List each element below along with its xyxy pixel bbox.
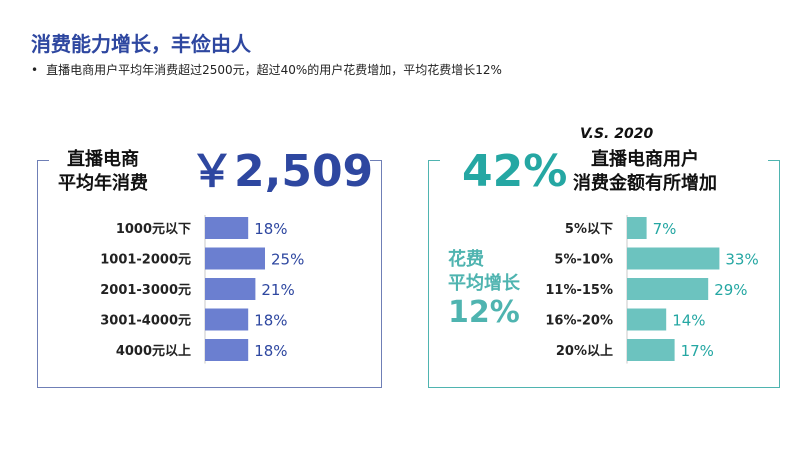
value-label: 18% <box>254 312 287 330</box>
bar <box>205 247 265 270</box>
right-panel-corner-right <box>768 160 780 161</box>
category-label: 11%-15% <box>545 283 613 298</box>
bar <box>627 247 720 270</box>
left-panel-corner-left <box>37 160 49 161</box>
category-label: 5%-10% <box>554 253 613 268</box>
value-label: 21% <box>261 281 294 299</box>
left-panel-border-bottom <box>37 387 382 388</box>
category-label: 5%以下 <box>565 222 613 237</box>
page-title: 消费能力增长，丰俭由人 <box>31 32 251 56</box>
bar <box>205 308 249 331</box>
bar <box>627 308 667 331</box>
bar <box>205 339 249 361</box>
left-panel-border-right <box>381 160 382 388</box>
category-label: 1001-2000元 <box>100 253 191 268</box>
bar <box>627 339 675 361</box>
right-label-line2: 消费金额有所增加 <box>573 173 717 194</box>
value-label: 33% <box>725 251 758 269</box>
value-label: 18% <box>254 220 287 238</box>
bar <box>627 217 647 239</box>
right-panel <box>428 160 780 388</box>
chart-increase-distribution: 5%以下 7% 5%-10% 33% 11%-15% 29% 16%-20% 14% 20%以上… <box>545 215 759 364</box>
right-panel-border-bottom <box>428 387 780 388</box>
category-label: 20%以上 <box>556 344 613 359</box>
value-label: 29% <box>714 281 747 299</box>
bar <box>205 278 256 300</box>
subtitle: • 直播电商用户平均年消费超过2500元，超过40%的用户花费增加，平均花费增长1… <box>31 61 502 78</box>
right-panel-border-left <box>428 160 429 388</box>
value-label: 25% <box>271 251 304 269</box>
bar <box>205 217 249 239</box>
bar <box>627 278 709 300</box>
left-label: 直播电商 平均年消费 <box>58 148 148 196</box>
value-label: 7% <box>653 220 677 238</box>
increase-share-value: 42% <box>462 146 568 197</box>
value-label: 18% <box>254 342 287 360</box>
average-annual-spend-value: ￥2,509 <box>190 146 374 197</box>
right-label: 直播电商用户 消费金额有所增加 <box>573 148 717 196</box>
right-panel-corner-left <box>428 160 440 161</box>
left-label-line2: 平均年消费 <box>58 173 148 194</box>
bullet-marker: • <box>31 63 39 77</box>
category-label: 2001-3000元 <box>100 283 191 298</box>
value-label: 17% <box>681 342 714 360</box>
side-stat-value: 12% <box>448 295 520 330</box>
left-panel-border-left <box>37 160 38 388</box>
chart-spend-distribution: 1000元以下 18% 1001-2000元 25% 2001-3000元 21% 3001… <box>100 215 304 364</box>
category-label: 16%-20% <box>545 314 613 329</box>
left-panel <box>37 160 382 388</box>
category-label: 3001-4000元 <box>100 314 191 329</box>
value-label: 14% <box>672 312 705 330</box>
side-stat-line2: 平均增长 <box>448 273 520 294</box>
left-label-line1: 直播电商 <box>67 149 139 170</box>
side-stat-label: 花费 平均增长 <box>448 248 520 296</box>
right-label-line1: 直播电商用户 <box>591 149 699 170</box>
right-panel-border-right <box>779 160 780 388</box>
side-stat-line1: 花费 <box>448 249 484 270</box>
category-label: 1000元以下 <box>116 222 191 237</box>
category-label: 4000元以上 <box>116 344 191 359</box>
left-panel-corner-right <box>370 160 382 161</box>
subtitle-text: 直播电商用户平均年消费超过2500元，超过40%的用户花费增加，平均花费增长12… <box>46 63 502 77</box>
vs-label: V.S. 2020 <box>580 126 654 142</box>
